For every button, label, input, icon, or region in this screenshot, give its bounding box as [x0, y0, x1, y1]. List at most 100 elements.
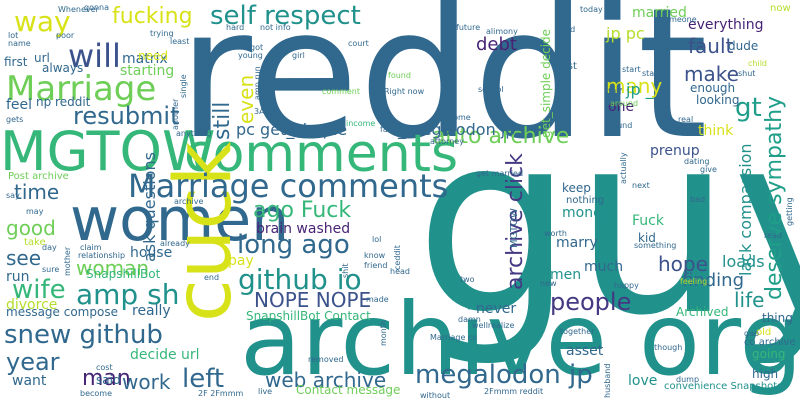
cloud-word: may — [26, 207, 44, 216]
cloud-word: men — [550, 267, 582, 283]
cloud-word: damn — [458, 315, 481, 324]
cloud-word: read — [764, 231, 783, 240]
cloud-word: next — [632, 181, 650, 190]
cloud-word: something — [634, 241, 677, 250]
cloud-word: attorney — [430, 137, 464, 146]
cloud-word: cost — [96, 363, 113, 372]
cloud-word: ceddit — [393, 245, 402, 270]
cloud-word: Archived — [676, 305, 729, 319]
cloud-word: month — [379, 320, 388, 346]
cloud-word: amp sh — [76, 278, 180, 311]
cloud-word: Marriage — [6, 69, 157, 109]
cloud-word: end — [204, 273, 220, 282]
cloud-word: sure — [42, 265, 60, 274]
cloud-word: loads — [722, 252, 765, 271]
cloud-word: everything — [688, 17, 764, 33]
cloud-word: divorce — [6, 297, 58, 313]
cloud-word: Post — [556, 61, 577, 72]
cloud-word: state — [642, 69, 663, 78]
cloud-word: friend — [364, 261, 388, 270]
cloud-word: get married — [476, 169, 524, 178]
cloud-word: girl — [292, 51, 305, 60]
cloud-word: comments — [184, 124, 459, 184]
cloud-word: not info — [260, 23, 291, 32]
cloud-word: starting — [120, 63, 175, 79]
cloud-word: pc get_simple — [236, 120, 348, 139]
cloud-word: married — [632, 5, 687, 21]
cloud-word: trying — [150, 29, 174, 38]
cloud-word: husband — [603, 363, 612, 398]
cloud-word: megalodon jp — [415, 360, 593, 390]
cloud-word: life — [734, 288, 765, 312]
cloud-word: run — [6, 269, 30, 285]
cloud-word: lol — [372, 235, 382, 244]
cloud-word: pay — [228, 253, 254, 269]
cloud-word: know — [364, 251, 386, 260]
cloud-word: long ago — [237, 230, 350, 260]
cloud-word: around — [610, 99, 639, 108]
cloud-word: reddit — [178, 0, 708, 179]
cloud-word: resubmit — [73, 102, 180, 130]
cloud-word: Marriage comments — [128, 167, 449, 205]
cloud-word: one — [608, 99, 635, 115]
cloud-word: need — [138, 49, 168, 63]
cloud-word: high — [752, 367, 779, 381]
cloud-word: fucking — [112, 4, 193, 29]
cloud-word: gap — [744, 329, 760, 338]
cloud-word: alimony — [486, 27, 518, 36]
cloud-word: made — [366, 295, 389, 304]
cloud-word: claim — [80, 243, 102, 252]
cloud-word: thing — [762, 311, 793, 325]
cloud-word: think — [698, 123, 734, 139]
cloud-word: worth — [544, 229, 567, 238]
cloud-word: 2Fmmm reddit — [484, 387, 544, 396]
cloud-word: finding — [682, 270, 745, 291]
cloud-word: MGTOW — [0, 120, 216, 183]
cloud-word: women — [70, 185, 290, 255]
cloud-word: going — [752, 347, 786, 361]
cloud-word: see — [6, 246, 42, 270]
cloud-word: love — [628, 373, 658, 389]
cloud-word: already — [160, 239, 190, 248]
cloud-word: co archive — [744, 337, 796, 348]
cloud-word: dump — [676, 375, 700, 384]
cloud-word: single — [179, 74, 188, 98]
cloud-word: lot — [8, 31, 19, 40]
cloud-word: future — [456, 23, 481, 32]
cloud-word: say — [6, 191, 20, 200]
cloud-word: hard — [226, 23, 245, 32]
cloud-word: matrix — [122, 51, 168, 67]
cloud-word: self respect — [210, 1, 361, 31]
cloud-word: fault — [688, 34, 734, 58]
cloud-word: today — [580, 5, 603, 14]
cloud-word: make — [684, 62, 739, 86]
cloud-word: debt — [476, 34, 517, 55]
cloud-word: good — [6, 216, 56, 240]
cloud-word: people — [550, 288, 632, 316]
cloud-word: MGTOW — [509, 208, 520, 248]
cloud-word: money — [562, 205, 610, 221]
cloud-word: without — [420, 391, 451, 400]
cloud-word: time — [14, 180, 60, 204]
cloud-word: looking — [696, 93, 740, 107]
cloud-word: message compose — [6, 305, 118, 319]
cloud-word: hope — [658, 252, 708, 276]
cloud-word: head — [390, 267, 410, 276]
cloud-word: getting — [785, 197, 794, 226]
cloud-word: happy — [614, 281, 639, 290]
cloud-word: want — [12, 373, 47, 389]
cloud-word: though — [654, 343, 683, 352]
cloud-word: got — [250, 43, 264, 52]
cloud-word: gt — [735, 93, 762, 123]
cloud-word: snew github — [4, 320, 163, 350]
cloud-word: left — [182, 364, 225, 394]
cloud-word: gonna — [84, 3, 110, 12]
cloud-word: another — [171, 98, 180, 130]
cloud-word: SnapshillBot — [86, 267, 161, 281]
cloud-word: will — [68, 37, 121, 75]
cloud-word: far — [380, 125, 392, 134]
cloud-word: old — [756, 327, 772, 338]
cloud-word: ago Fuck — [253, 198, 352, 223]
cloud-word: stuff — [604, 87, 622, 96]
cloud-word: anything — [176, 129, 212, 138]
